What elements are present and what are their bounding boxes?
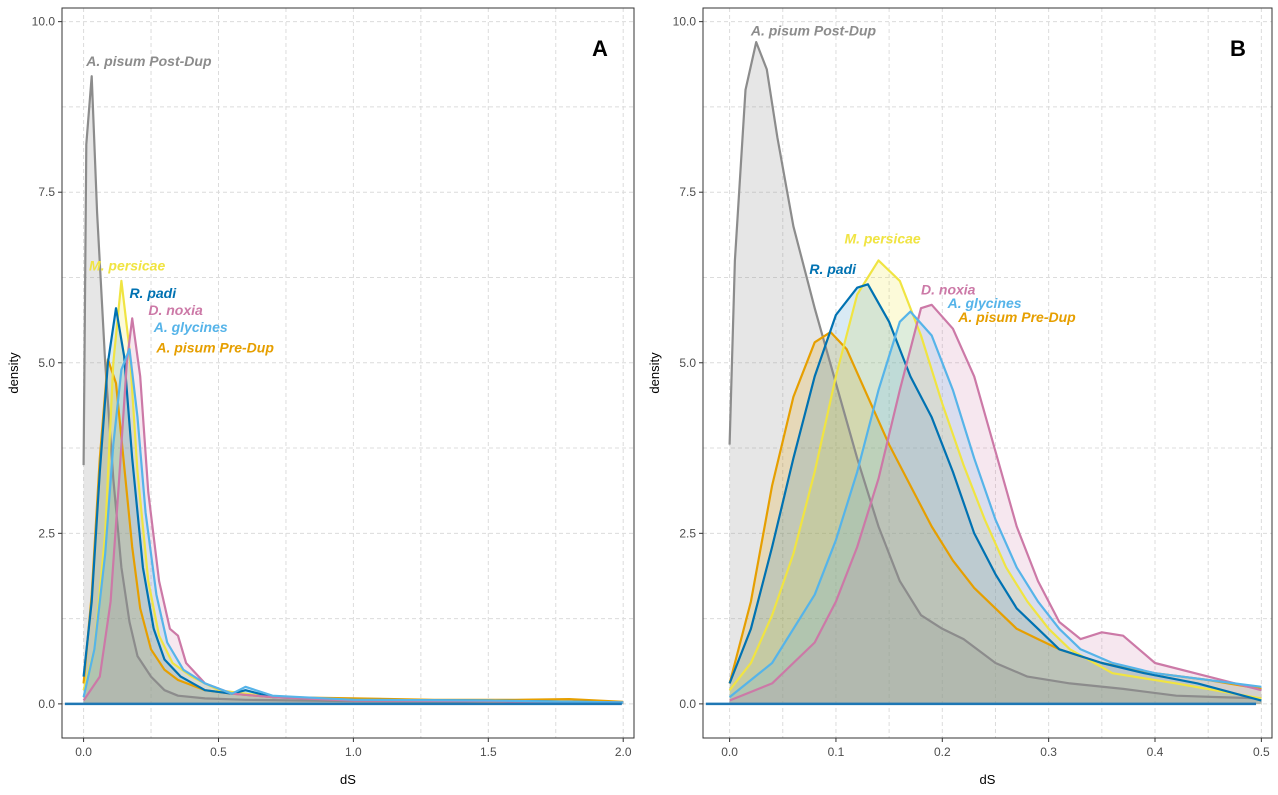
panel-b: A. pisum Post-Dup A. pisum Pre-Dup M. pers…: [647, 7, 1273, 787]
x-tick-label: 0.1: [828, 745, 845, 759]
density-line-a-glycines: [82, 348, 624, 704]
y-tick-label: 7.5: [679, 185, 696, 199]
density-area-a-pisum-pre-dup: [729, 332, 1262, 704]
series-label-a-glycines: A. glycines: [153, 319, 228, 335]
panel-letter: B: [1230, 36, 1246, 61]
series-label-a-pisum-post-dup: A. pisum Post-Dup: [750, 22, 877, 38]
x-tick-label: 0.4: [1147, 745, 1164, 759]
density-area-a-glycines: [729, 311, 1262, 704]
x-tick-label: 0.5: [210, 745, 227, 759]
density-line-a-pisum-post-dup: [82, 75, 624, 704]
density-line-r-padi: [728, 283, 1262, 702]
density-area-d-noxia: [729, 304, 1262, 704]
y-tick-label: 5.0: [679, 356, 696, 370]
x-tick-label: 0.2: [934, 745, 951, 759]
density-line-d-noxia: [729, 303, 1262, 702]
panel-letter: A: [592, 36, 608, 61]
y-tick-label: 2.5: [38, 526, 55, 540]
series-label-m-persicae: M. persicae: [844, 230, 920, 246]
y-tick-label: 2.5: [679, 526, 696, 540]
x-tick-label: 1.0: [345, 745, 362, 759]
x-tick-label: 0.0: [75, 745, 92, 759]
series-label-d-noxia: D. noxia: [148, 302, 203, 318]
y-axis-title: density: [647, 352, 662, 394]
density-area-d-noxia: [83, 318, 624, 704]
y-axis-title: density: [6, 352, 21, 394]
series-label-a-pisum-post-dup: A. pisum Post-Dup: [85, 53, 212, 69]
panel-border: [702, 7, 1273, 739]
x-axis-title: dS: [340, 772, 356, 787]
y-tick-label: 0.0: [679, 697, 696, 711]
density-area-a-glycines: [83, 349, 624, 704]
series-lines: [728, 41, 1262, 702]
panel-border: [61, 7, 635, 739]
series-areas: [729, 42, 1262, 704]
y-tick-label: 5.0: [38, 356, 55, 370]
x-axis-title: dS: [980, 772, 996, 787]
density-line-d-noxia: [82, 317, 624, 704]
x-tick-label: 0.5: [1253, 745, 1270, 759]
density-area-r-padi: [729, 284, 1262, 704]
series-areas: [83, 76, 624, 704]
density-area-a-pisum-post-dup: [729, 42, 1262, 704]
x-tick-label: 0.0: [721, 745, 738, 759]
density-line-m-persicae: [728, 259, 1262, 700]
series-label-d-noxia: D. noxia: [921, 282, 976, 298]
density-area-m-persicae: [83, 280, 624, 704]
y-tick-label: 10.0: [673, 15, 697, 29]
density-line-a-pisum-post-dup: [728, 41, 1262, 700]
density-area-m-persicae: [729, 260, 1262, 704]
y-tick-label: 10.0: [32, 15, 56, 29]
series-label-r-padi: R. padi: [129, 285, 177, 301]
series-lines: [82, 75, 624, 704]
series-label-m-persicae: M. persicae: [89, 258, 165, 274]
y-tick-label: 7.5: [38, 185, 55, 199]
series-label-a-pisum-pre-dup: A. pisum Pre-Dup: [155, 340, 274, 356]
x-tick-label: 0.3: [1040, 745, 1057, 759]
y-tick-label: 0.0: [38, 697, 55, 711]
density-line-a-glycines: [728, 310, 1262, 698]
series-label-a-glycines: A. glycines: [947, 295, 1022, 311]
density-area-r-padi: [83, 308, 624, 704]
series-label-a-pisum-pre-dup: A. pisum Pre-Dup: [957, 309, 1076, 325]
x-tick-label: 1.5: [480, 745, 497, 759]
density-area-a-pisum-pre-dup: [83, 359, 624, 704]
x-tick-label: 2.0: [615, 745, 632, 759]
panel-a: A. pisum Post-Dup A. pisum Pre-Dup M. pers…: [6, 7, 635, 787]
series-label-r-padi: R. padi: [809, 261, 857, 277]
